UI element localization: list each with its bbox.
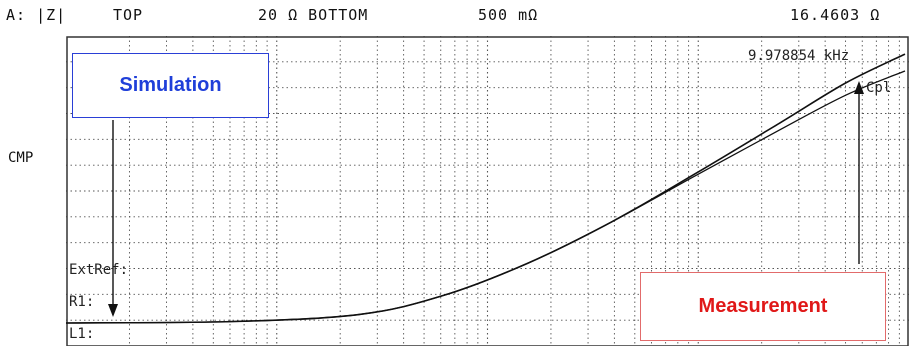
measurement-arrowhead: [854, 81, 864, 94]
chart-svg: [66, 36, 909, 346]
extref-label: ExtRef:: [69, 262, 129, 278]
trace-label: A: |Z|: [6, 6, 67, 24]
measurement-label: Measurement: [698, 295, 828, 317]
top-value: 20 Ω BOTTOM: [258, 6, 369, 24]
measurement-label-box: Measurement: [640, 272, 886, 341]
top-label: TOP: [113, 6, 144, 24]
marker-cpl-label: Cpl: [866, 80, 892, 96]
l1-label: L1:: [69, 326, 95, 342]
plot-area: 9.978854 kHz Cpl ExtRef: R1: L1: Simulat…: [66, 36, 909, 346]
traces: [66, 53, 906, 324]
grid: [66, 36, 909, 346]
simulation-arrowhead: [108, 304, 118, 317]
bottom-value: 500 mΩ: [478, 6, 539, 24]
trace-measurement: [66, 70, 906, 324]
marker-value: 16.4603 Ω: [790, 6, 881, 24]
cmp-label: CMP: [8, 150, 34, 166]
plot-frame: [66, 36, 909, 346]
simulation-label: Simulation: [119, 74, 222, 96]
marker-frequency: 9.978854 kHz: [748, 48, 850, 64]
arrows: [108, 81, 864, 317]
simulation-label-box: Simulation: [72, 53, 269, 118]
r1-label: R1:: [69, 294, 95, 310]
